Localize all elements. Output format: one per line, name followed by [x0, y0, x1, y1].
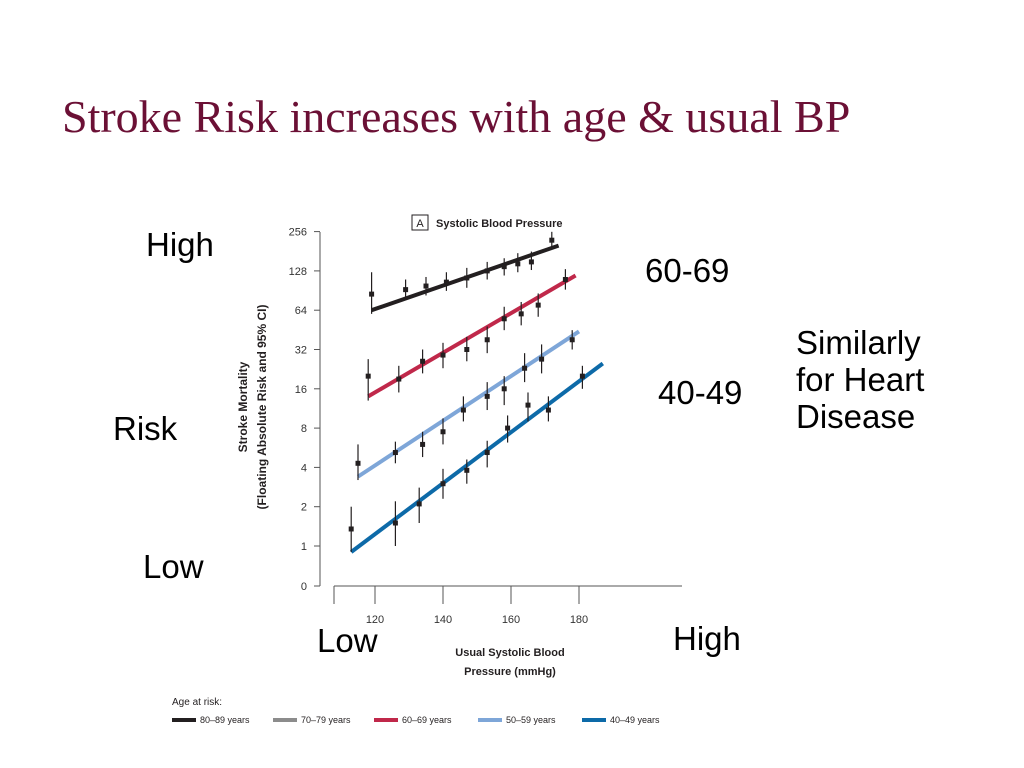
y-tick-label: 8 — [301, 423, 307, 435]
legend: Age at risk: 80–89 years 70–79 years 60–69… — [172, 697, 660, 725]
data-point — [484, 337, 490, 343]
legend-label: 80–89 years — [200, 715, 250, 725]
y-tick-label: 0 — [301, 581, 307, 593]
data-point — [392, 520, 398, 526]
y-high-label: High — [146, 226, 214, 263]
x-axis-title-line: Pressure (mmHg) — [464, 666, 556, 678]
data-point — [440, 481, 446, 487]
data-point — [440, 429, 446, 435]
data-point — [484, 268, 490, 274]
x-low-label: Low — [317, 622, 378, 659]
y-low-label: Low — [143, 548, 204, 585]
x-tick-label: 160 — [502, 614, 520, 626]
data-point — [464, 467, 470, 473]
data-point — [348, 526, 354, 532]
data-point — [369, 291, 375, 297]
line-label-40-49: 40-49 — [658, 374, 743, 411]
data-point — [501, 316, 507, 322]
axes: 0 1 2 4 8 16 32 64 128 256 120 140 160 180 — [289, 227, 682, 626]
y-tick-label: 1 — [301, 541, 307, 553]
note-line: Similarly — [796, 324, 921, 361]
data-point — [539, 356, 545, 362]
y-tick-label: 64 — [295, 305, 307, 317]
data-point — [420, 358, 426, 364]
x-tick-label: 120 — [366, 614, 384, 626]
data-point — [355, 460, 361, 466]
data-point — [464, 347, 470, 352]
heart-disease-note: Similarly for Heart Disease — [796, 324, 924, 435]
data-point — [522, 365, 528, 371]
data-point — [423, 283, 429, 289]
data-point — [549, 237, 555, 243]
line-label-60-69: 60-69 — [645, 252, 730, 289]
data-point — [545, 407, 551, 413]
panel-label-box — [411, 214, 429, 231]
y-risk-label: Risk — [113, 410, 178, 447]
chart-header: A Systolic Blood Pressure — [411, 214, 563, 231]
legend-swatch — [582, 718, 606, 722]
y-tick-label: 32 — [295, 345, 307, 357]
data-point — [396, 376, 402, 382]
data-point — [460, 407, 466, 413]
data-point — [535, 302, 541, 308]
x-tick-label: 140 — [434, 614, 452, 626]
y-tick-label: 128 — [289, 266, 307, 278]
y-tick-label: 16 — [295, 384, 307, 396]
data-point — [515, 261, 521, 267]
data-point — [518, 311, 524, 317]
x-tick-label: 180 — [570, 614, 588, 626]
y-tick-label: 4 — [301, 462, 307, 474]
data-point — [484, 450, 490, 456]
data-point — [579, 373, 585, 379]
data-point — [525, 402, 531, 408]
slide-title: Stroke Risk increases with age & usual B… — [62, 91, 851, 142]
note-line: for Heart — [796, 361, 925, 398]
x-axis-title: Usual Systolic Blood Pressure (mmHg) — [455, 647, 564, 678]
legend-label: 60–69 years — [402, 715, 452, 725]
x-high-label: High — [673, 620, 741, 657]
data-point — [505, 425, 511, 431]
legend-label: 70–79 years — [301, 715, 351, 725]
data-point — [420, 441, 426, 447]
x-axis-title-line: Usual Systolic Blood — [455, 647, 564, 659]
data-point — [416, 501, 422, 507]
data-point — [562, 276, 568, 282]
data-marks — [348, 231, 604, 554]
y-tick-label: 256 — [289, 227, 307, 239]
data-point — [403, 287, 409, 293]
legend-label: 50–59 years — [506, 715, 556, 725]
legend-items: 80–89 years 70–79 years 60–69 years 50–59 y… — [172, 715, 660, 725]
data-point — [528, 259, 534, 265]
data-point — [443, 279, 449, 285]
y-axis-title-line: (Floating Absolute Risk and 95% CI) — [255, 305, 269, 510]
legend-swatch — [273, 718, 297, 722]
data-point — [392, 450, 398, 456]
legend-swatch — [374, 718, 398, 722]
chart-title: Systolic Blood Pressure — [436, 218, 563, 230]
note-line: Disease — [796, 398, 916, 435]
data-point — [464, 275, 470, 281]
legend-title: Age at risk: — [172, 697, 222, 708]
data-point — [501, 264, 507, 270]
series-fit-line — [367, 273, 577, 399]
data-point — [569, 337, 575, 343]
data-point — [440, 352, 446, 358]
y-axis-title: Stroke Mortality (Floating Absolute Risk … — [236, 305, 269, 510]
y-tick-label: 2 — [301, 502, 307, 514]
panel-label: A — [416, 218, 424, 230]
y-axis-title-line: Stroke Mortality — [236, 361, 250, 452]
legend-label: 40–49 years — [610, 715, 660, 725]
legend-swatch — [478, 718, 502, 722]
data-point — [365, 373, 371, 379]
legend-swatch — [172, 718, 196, 722]
data-point — [484, 393, 490, 399]
data-point — [501, 386, 507, 392]
